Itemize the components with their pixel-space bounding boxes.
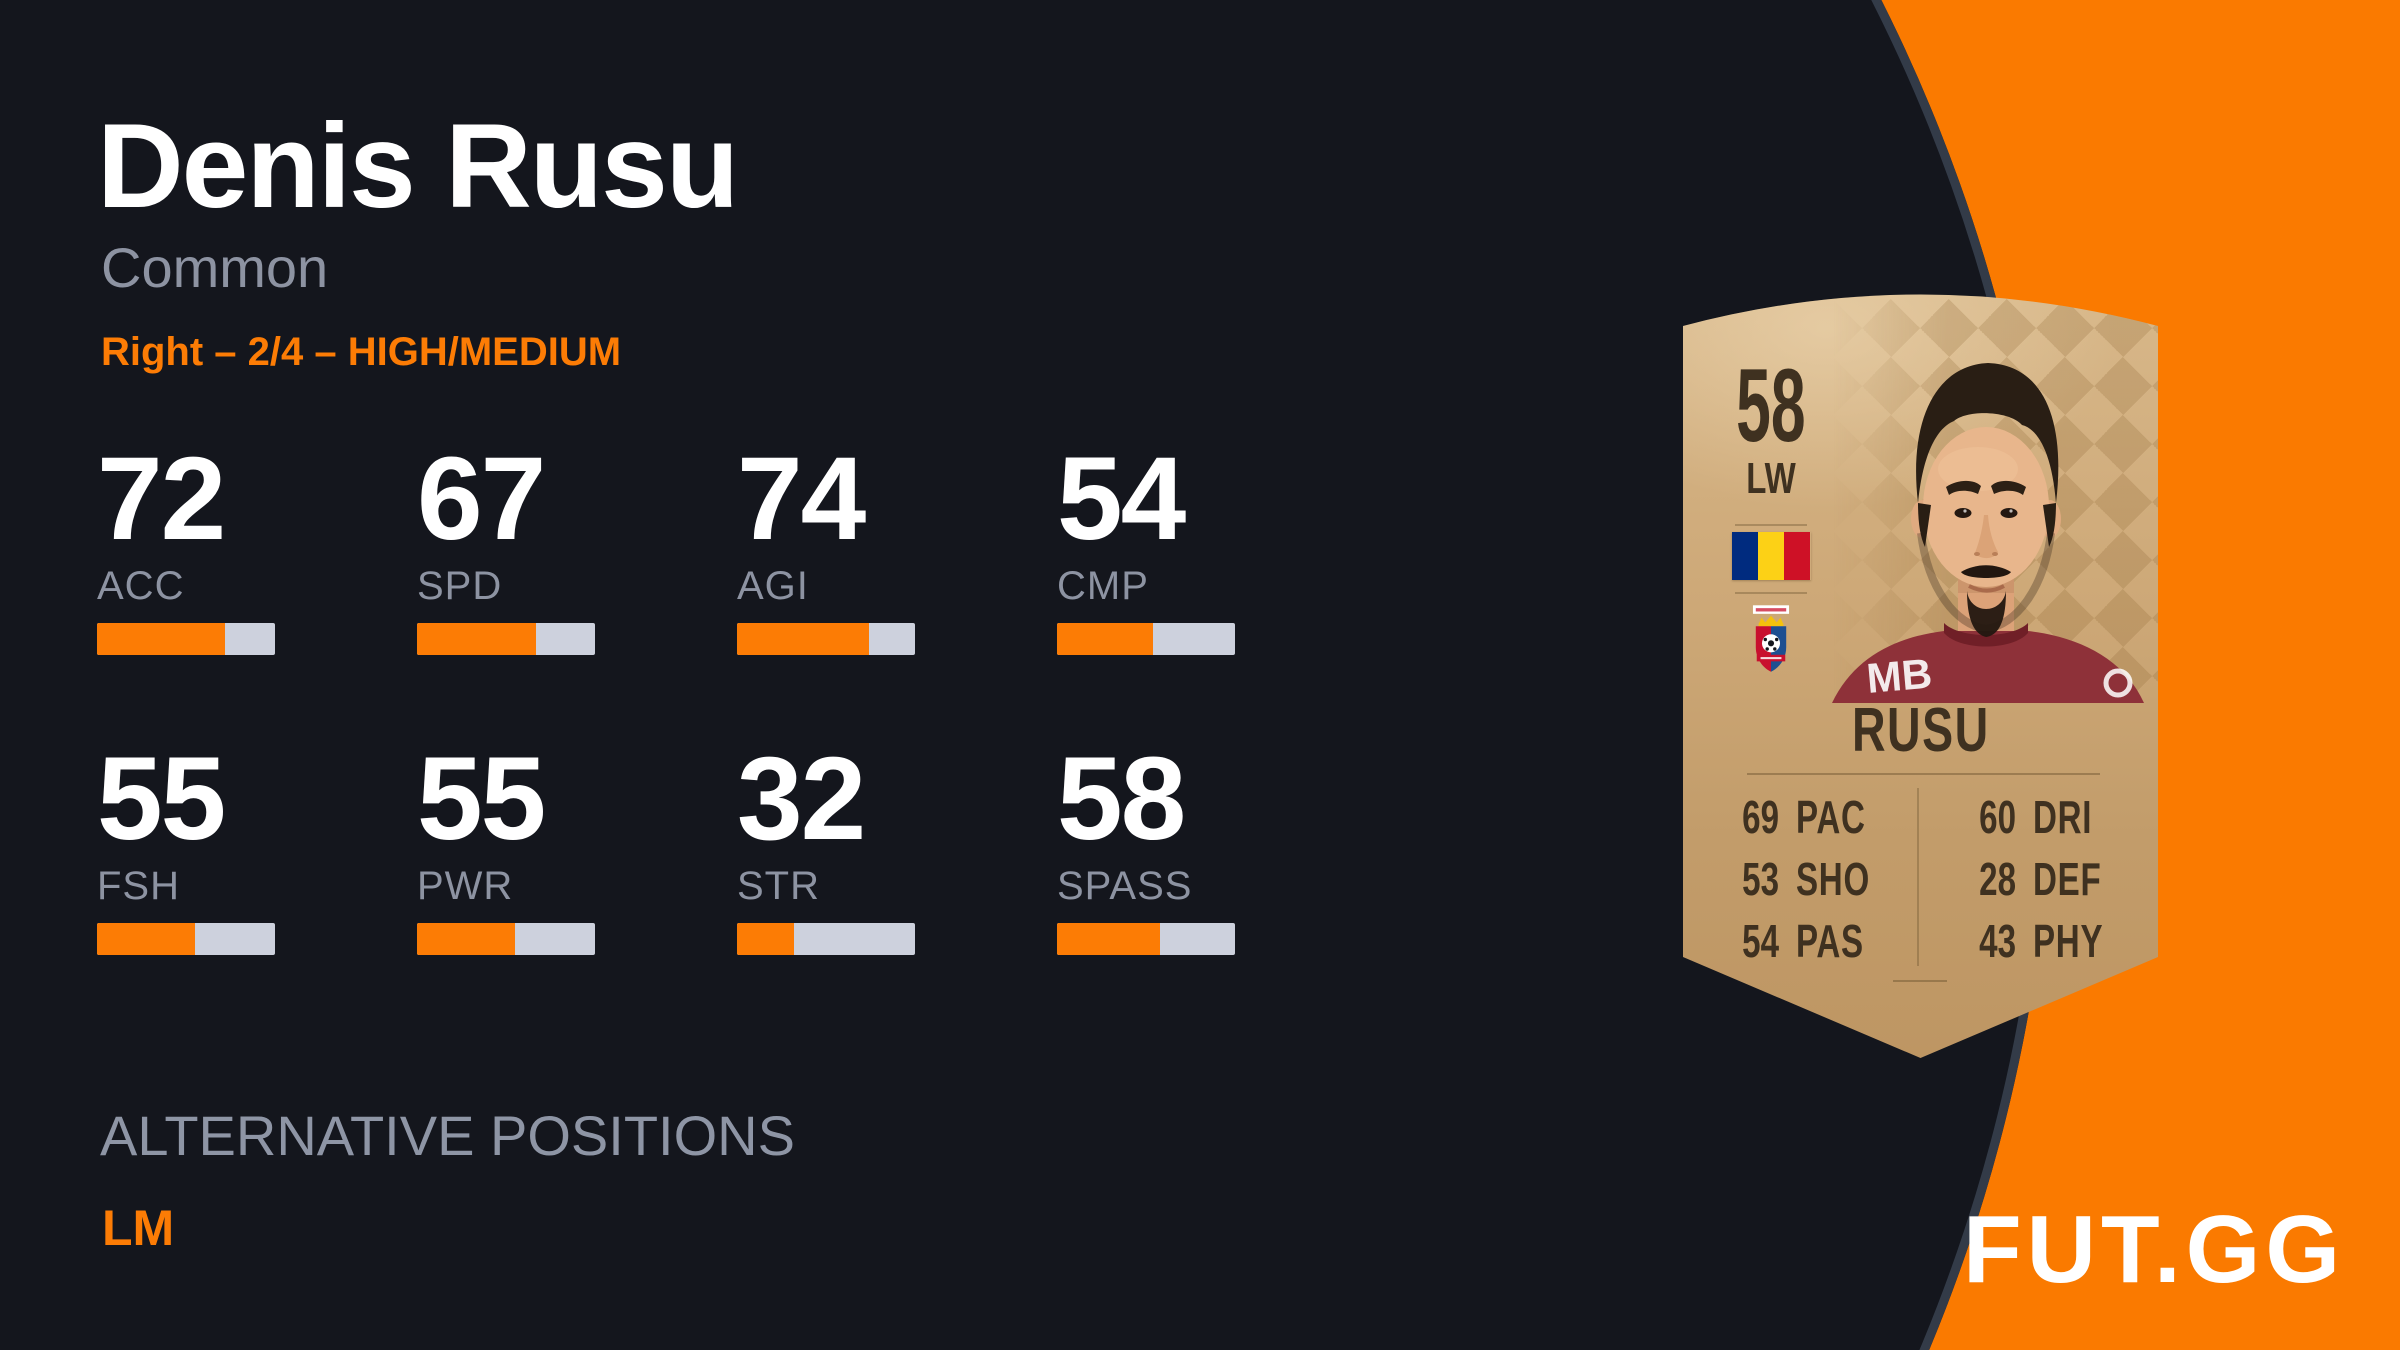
stat-value: 32 [737,733,866,865]
card-stat-label: PAC [1796,791,1866,843]
club-badge-icon [1752,605,1790,674]
futgg-logo: FUT.GG [1963,1196,2345,1303]
stat-bar-fill [97,623,226,655]
card-stat-label: PAS [1796,915,1864,967]
card-divider [1735,524,1807,526]
player-card: MB 58 LW [1683,281,2158,1058]
stat-bar [97,923,275,955]
stat-label: FSH [97,864,180,908]
stat-label: ACC [97,564,185,608]
stat-tile-str: 32 STR [737,740,1057,1040]
stat-bar [1057,923,1235,955]
stat-bar-fill [737,623,869,655]
stat-label: AGI [737,564,809,608]
stat-tile-agi: 74 AGI [737,440,1057,740]
stat-tile-fsh: 55 FSH [97,740,417,1040]
card-stats-right: 60 DRI 28 DEF 43 PHY [1958,794,2131,964]
card-stats-divider [1917,788,1919,966]
player-name: Denis Rusu [97,99,739,233]
rarity-label: Common [101,236,329,299]
card-bottom-divider [1893,980,1947,982]
card-stat-label: DEF [2033,853,2102,905]
stat-bar-fill [97,923,195,955]
stat-label: STR [737,864,820,908]
stat-value: 58 [1057,733,1186,865]
card-stat-dri: 60 DRI [1958,794,2131,840]
card-stats-left: 69 PAC 53 SHO 54 PAS [1721,794,1899,964]
card-stat-value: 43 [1979,915,2016,967]
stat-value: 55 [97,733,226,865]
stat-bar [417,923,595,955]
stat-value: 67 [417,433,546,565]
stat-tile-spd: 67 SPD [417,440,737,740]
card-stat-pas: 54 PAS [1721,918,1899,964]
stat-tile-pwr: 55 PWR [417,740,737,1040]
stat-bar [97,623,275,655]
romania-flag-icon [1732,532,1811,580]
card-stat-label: SHO [1796,853,1870,905]
stat-tile-spass: 58 SPASS [1057,740,1377,1040]
card-stat-value: 54 [1742,915,1779,967]
card-stat-def: 28 DEF [1958,856,2131,902]
player-portrait: MB [1818,321,2158,703]
card-left-column: 58 LW [1716,354,1826,674]
stat-value: 72 [97,433,226,565]
card-stat-value: 69 [1742,791,1779,843]
stat-label: SPD [417,564,503,608]
card-player-name: RUSU [1851,696,1990,765]
card-position: LW [1746,454,1796,503]
stat-value: 55 [417,733,546,865]
card-stat-label: PHY [2033,915,2104,967]
jersey-print: MB [1865,649,1934,702]
card-stat-phy: 43 PHY [1958,918,2131,964]
stat-bar [737,623,915,655]
card-divider [1747,773,2100,775]
alternative-positions-list: LM [102,1203,174,1253]
stat-label: SPASS [1057,864,1193,908]
stat-label: PWR [417,864,514,908]
stat-label: CMP [1057,564,1149,608]
ingame-stats-grid: 72 ACC 67 SPD 74 AGI 54 CMP 55 FSH 55 [97,440,1377,1040]
card-divider [1735,592,1807,594]
card-stat-value: 53 [1742,853,1779,905]
stat-tile-cmp: 54 CMP [1057,440,1377,740]
stat-bar [737,923,915,955]
card-stat-sho: 53 SHO [1721,856,1899,902]
stat-tile-acc: 72 ACC [97,440,417,740]
stat-value: 54 [1057,433,1186,565]
card-stat-value: 28 [1979,853,2016,905]
stat-bar [1057,623,1235,655]
player-meta-line: Right – 2/4 – HIGH/MEDIUM [101,330,622,374]
stat-value: 74 [737,433,866,565]
alt-position-lm: LM [102,1200,175,1256]
stat-bar-fill [417,623,537,655]
card-stat-value: 60 [1979,791,2016,843]
stat-bar-fill [1057,623,1154,655]
stat-bar-fill [1057,923,1161,955]
card-stat-pac: 69 PAC [1721,794,1899,840]
stat-bar-fill [417,923,515,955]
alternative-positions-heading: ALTERNATIVE POSITIONS [100,1104,795,1167]
card-rating: 58 [1736,348,1806,464]
card-stat-label: DRI [2033,791,2093,843]
stat-bar-fill [737,923,794,955]
stat-bar [417,623,595,655]
